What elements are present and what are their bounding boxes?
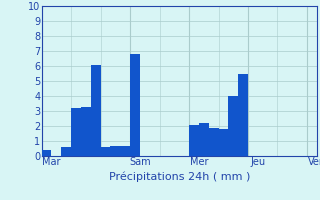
Bar [91, 64, 100, 156]
Bar [209, 128, 219, 156]
Bar [42, 150, 52, 156]
Bar [61, 147, 71, 156]
X-axis label: Précipitations 24h ( mm ): Précipitations 24h ( mm ) [108, 172, 250, 182]
Bar [81, 106, 91, 156]
Bar [100, 147, 110, 156]
Bar [71, 108, 81, 156]
Bar [130, 54, 140, 156]
Bar [238, 73, 248, 156]
Bar [189, 124, 199, 156]
Bar [199, 123, 209, 156]
Bar [219, 129, 228, 156]
Bar [228, 96, 238, 156]
Bar [110, 146, 120, 156]
Bar [120, 146, 130, 156]
